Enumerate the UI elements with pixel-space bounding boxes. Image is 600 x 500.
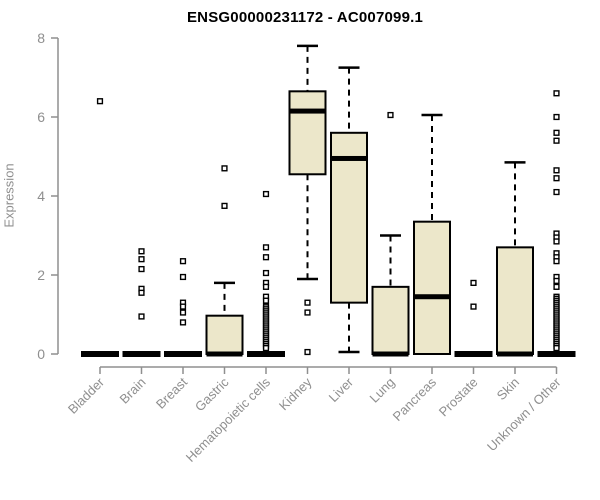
outlier-point-hematopoietic-cells bbox=[262, 269, 270, 277]
flat-box-brain bbox=[122, 351, 161, 357]
outlier-point-lung bbox=[387, 111, 394, 119]
outlier-point-brain bbox=[138, 256, 145, 263]
box-lung bbox=[371, 285, 410, 356]
outlier-point-hematopoietic-cells bbox=[262, 297, 270, 304]
box-skin bbox=[496, 246, 534, 356]
median-line-gastric bbox=[206, 351, 243, 357]
x-tick-label-prostate: Prostate bbox=[436, 375, 481, 420]
y-tick-label: 8 bbox=[37, 30, 45, 46]
y-tick-label: 6 bbox=[37, 109, 45, 125]
median-line-kidney bbox=[289, 108, 326, 114]
outlier-point-unknown-other bbox=[553, 344, 560, 352]
x-tick-label-pancreas: Pancreas bbox=[390, 374, 440, 424]
y-tick-label: 2 bbox=[37, 267, 45, 283]
outlier-point-brain bbox=[138, 248, 145, 255]
median-line-lung bbox=[372, 351, 409, 357]
y-tick-label: 0 bbox=[37, 346, 45, 362]
outlier-point-brain bbox=[138, 313, 145, 320]
outlier-point-unknown-other bbox=[553, 137, 560, 144]
outlier-point-unknown-other bbox=[553, 167, 560, 174]
x-tick-label-gastric: Gastric bbox=[192, 374, 232, 414]
outlier-point-prostate bbox=[470, 279, 477, 287]
outlier-point-hematopoietic-cells bbox=[262, 244, 270, 251]
x-tick-label-kidney: Kidney bbox=[276, 374, 315, 413]
chart-title: ENSG00000231172 - AC007099.1 bbox=[186, 9, 424, 26]
flat-box-prostate bbox=[454, 351, 493, 357]
outlier-point-prostate bbox=[470, 303, 477, 310]
outlier-point-kidney bbox=[304, 348, 311, 356]
outlier-point-hematopoietic-cells bbox=[262, 344, 270, 352]
outlier-point-hematopoietic-cells bbox=[262, 254, 270, 261]
outlier-point-unknown-other bbox=[553, 188, 560, 196]
outlier-point-kidney bbox=[304, 309, 311, 316]
x-tick-label-skin: Skin bbox=[494, 375, 522, 403]
x-tick-label-brain: Brain bbox=[117, 375, 149, 407]
outlier-point-kidney bbox=[304, 299, 311, 306]
y-tick-label: 4 bbox=[37, 188, 45, 204]
outlier-point-gastric bbox=[221, 202, 228, 209]
y-axis-label: Expression bbox=[1, 163, 17, 228]
box-gastric bbox=[205, 314, 244, 355]
x-tick-label-lung: Lung bbox=[367, 375, 398, 406]
outlier-point-unknown-other bbox=[553, 283, 560, 290]
median-line-liver bbox=[331, 155, 367, 161]
outlier-point-gastric bbox=[221, 165, 228, 172]
outlier-point-unknown-other bbox=[553, 277, 560, 285]
outlier-point-unknown-other bbox=[553, 238, 560, 245]
median-line-pancreas bbox=[414, 294, 450, 300]
outlier-point-unknown-other bbox=[553, 175, 560, 182]
x-tick-label-bladder: Bladder bbox=[65, 374, 108, 417]
box-pancreas bbox=[413, 220, 451, 355]
outlier-point-unknown-other bbox=[553, 113, 560, 121]
flat-box-unknown-other bbox=[537, 351, 576, 357]
outlier-point-breast bbox=[179, 258, 187, 265]
flat-box-hematopoietic-cells bbox=[247, 351, 285, 357]
outlier-point-breast bbox=[179, 273, 187, 281]
box-kidney bbox=[288, 90, 327, 176]
outlier-point-unknown-other bbox=[553, 129, 560, 136]
x-tick-label-breast: Breast bbox=[153, 374, 190, 411]
outlier-point-breast bbox=[179, 303, 187, 310]
flat-box-bladder bbox=[81, 351, 119, 357]
outlier-point-breast bbox=[179, 319, 187, 326]
outlier-point-brain bbox=[138, 265, 145, 273]
flat-box-breast bbox=[164, 351, 202, 357]
box-liver bbox=[330, 131, 368, 304]
outlier-point-unknown-other bbox=[553, 258, 560, 265]
outlier-point-brain bbox=[138, 289, 145, 296]
outlier-point-bladder bbox=[96, 98, 104, 105]
outlier-point-unknown-other bbox=[553, 90, 560, 97]
x-tick-label-liver: Liver bbox=[326, 374, 357, 405]
median-line-skin bbox=[497, 351, 533, 357]
outlier-point-breast bbox=[179, 309, 187, 316]
outlier-point-hematopoietic-cells bbox=[262, 190, 270, 198]
outlier-point-hematopoietic-cells bbox=[262, 283, 270, 290]
x-tick-label-unknown-other: Unknown / Other bbox=[484, 374, 564, 454]
